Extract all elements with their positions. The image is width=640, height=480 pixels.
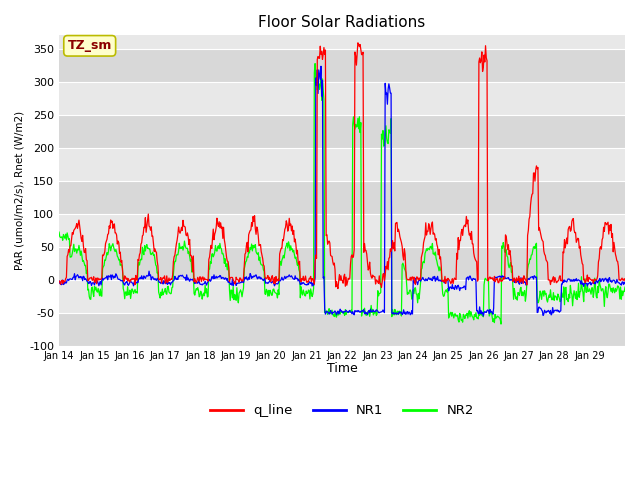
Bar [59, 180, 625, 214]
NR1 [621, 281, 629, 287]
NR1 [433, 277, 441, 283]
NR2 [311, 60, 319, 66]
q_line [253, 227, 261, 232]
NR1 [55, 280, 63, 286]
NR2 [433, 258, 441, 264]
NR2 [497, 321, 505, 327]
NR2 [226, 287, 234, 293]
X-axis label: Time: Time [326, 362, 357, 375]
q_line [402, 267, 410, 273]
NR1 [401, 309, 409, 315]
Y-axis label: PAR (umol/m2/s), Rnet (W/m2): PAR (umol/m2/s), Rnet (W/m2) [15, 111, 25, 270]
Bar [59, 48, 625, 82]
Bar [59, 115, 625, 148]
Bar [59, 247, 625, 280]
NR2 [122, 289, 129, 295]
Line: NR1: NR1 [59, 66, 625, 316]
Line: NR2: NR2 [59, 63, 625, 324]
Line: q_line: q_line [59, 43, 625, 288]
NR1 [317, 63, 325, 69]
q_line [434, 244, 442, 250]
NR2 [253, 252, 261, 257]
NR1 [275, 278, 283, 284]
NR2 [55, 229, 63, 235]
NR2 [275, 292, 283, 298]
q_line [122, 275, 129, 280]
NR1 [226, 278, 234, 284]
q_line [55, 278, 63, 284]
Title: Floor Solar Radiations: Floor Solar Radiations [259, 15, 426, 30]
NR1 [122, 280, 129, 286]
Legend: q_line, NR1, NR2: q_line, NR1, NR2 [205, 399, 479, 422]
Text: TZ_sm: TZ_sm [67, 39, 112, 52]
NR1 [479, 313, 487, 319]
NR2 [621, 284, 629, 290]
q_line [354, 40, 362, 46]
Bar [59, 313, 625, 346]
q_line [275, 278, 283, 284]
q_line [226, 278, 234, 284]
NR1 [253, 276, 261, 282]
NR2 [401, 267, 409, 273]
q_line [334, 286, 342, 291]
q_line [621, 278, 629, 284]
